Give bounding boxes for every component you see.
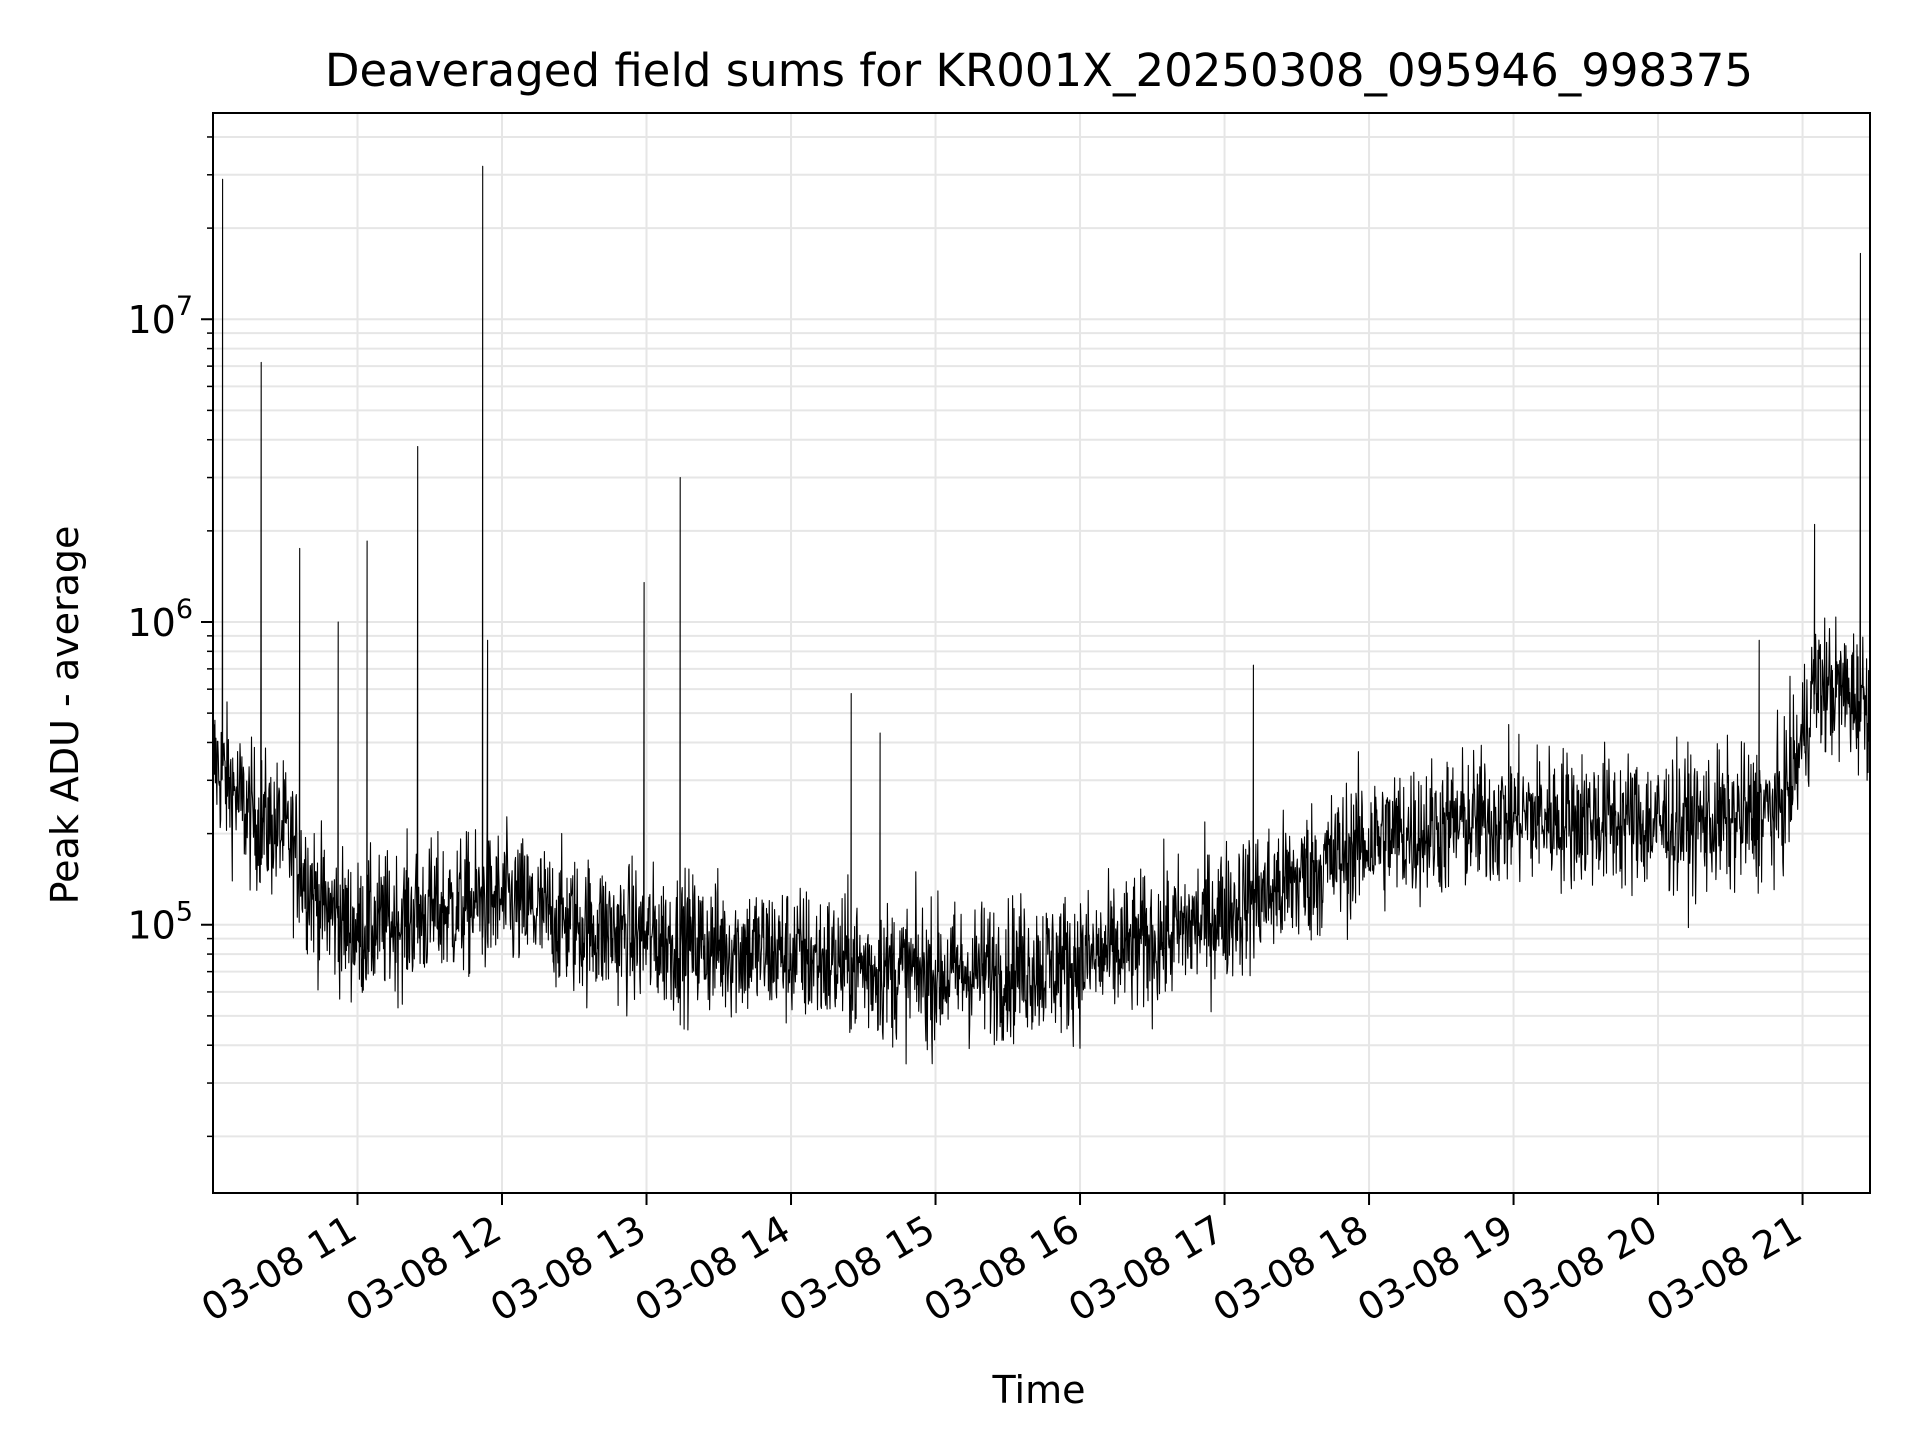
y-tick-exponent: 7 xyxy=(176,291,193,322)
y-tick-base: 10 xyxy=(127,298,175,342)
y-axis-label: Peak ADU - average xyxy=(43,526,87,905)
y-tick-label: 107 xyxy=(127,291,193,342)
y-tick-exponent: 6 xyxy=(176,594,193,625)
y-tick-base: 10 xyxy=(127,904,175,948)
plot-frame xyxy=(212,112,1871,1194)
x-axis-label: Time xyxy=(992,1368,1086,1412)
y-tick-base: 10 xyxy=(127,601,175,645)
y-tick-label: 105 xyxy=(127,897,193,948)
chart-title: Deaveraged field sums for KR001X_2025030… xyxy=(325,44,1753,97)
y-tick-label: 106 xyxy=(127,594,193,645)
series-line xyxy=(213,165,1870,1065)
series-path xyxy=(213,165,1870,1065)
y-tick-exponent: 5 xyxy=(176,897,193,928)
grid-lines xyxy=(213,113,1870,1193)
